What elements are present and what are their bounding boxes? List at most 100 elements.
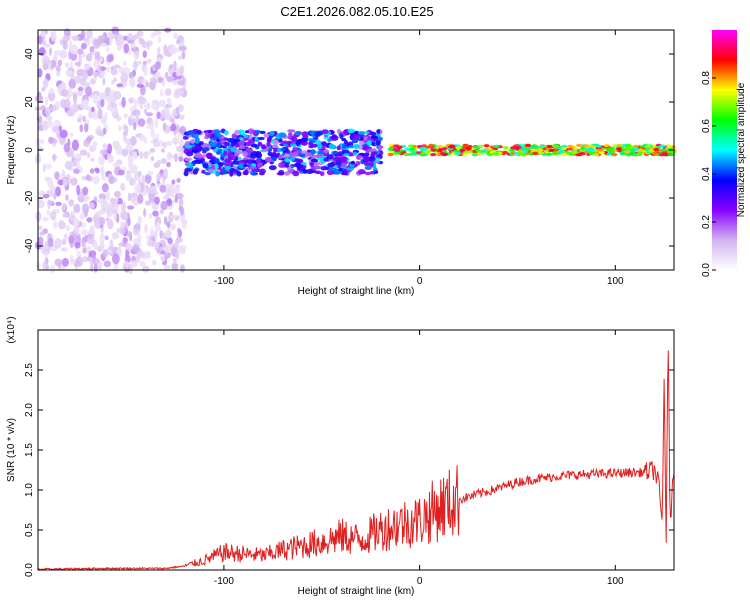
spectrogram-cell <box>160 255 166 262</box>
spectrogram-cell <box>86 136 92 143</box>
spectrogram-cell <box>120 72 129 84</box>
spectrogram-cell <box>82 256 89 263</box>
y-tick-label: 2.5 <box>24 363 35 377</box>
spectrogram-cell <box>48 88 55 94</box>
spectrogram-cell <box>205 152 213 159</box>
spectrogram-cell <box>352 151 358 156</box>
spectrogram-cell <box>95 168 100 174</box>
spectrogram-cell <box>243 164 249 168</box>
spectrogram-cell <box>616 143 623 147</box>
spectrogram-cell <box>60 82 65 90</box>
x-tick-label: 100 <box>607 576 624 587</box>
snr-y-label: SNR (10 * v/v) <box>6 418 17 482</box>
spectrogram-cell <box>113 191 121 198</box>
spectrogram-cell <box>90 262 94 273</box>
spectrogram-cell <box>73 168 80 175</box>
spectrogram-cell <box>160 148 166 153</box>
spectrogram-cell <box>62 202 66 211</box>
spectrogram-cell <box>551 151 558 156</box>
spectrogram-cell <box>122 213 128 221</box>
spectrogram-cell <box>493 144 500 148</box>
spectrogram-cell <box>135 112 139 119</box>
spectrogram-cell <box>53 192 57 200</box>
spectrogram-cell <box>82 115 86 122</box>
spectrogram-cell <box>377 145 382 151</box>
spectrogram-cell <box>53 50 62 56</box>
spectrogram-cell <box>50 265 56 274</box>
spectrogram-cell <box>150 32 156 39</box>
spectrogram-cell <box>266 136 272 143</box>
spectrogram-cell <box>244 169 249 175</box>
spectrogram-cell <box>128 158 134 168</box>
spectrogram-cell <box>376 129 381 134</box>
spectrogram-cell <box>374 157 381 162</box>
spectrogram-cell <box>90 78 96 85</box>
spectrogram-cell <box>393 144 400 148</box>
spectrogram-cell <box>151 99 159 105</box>
spectrogram-cell <box>331 134 337 139</box>
spectrogram-cell <box>121 201 126 212</box>
spectrogram-cell <box>132 244 140 253</box>
spectrogram-cell <box>92 38 101 49</box>
spectrogram-cell <box>100 42 107 47</box>
spectrogram-cell <box>560 152 567 156</box>
spectrogram-cell <box>327 162 335 168</box>
spectrogram-cell <box>167 237 173 245</box>
spectrogram-cell <box>86 29 93 39</box>
spectrogram-cell <box>64 233 68 240</box>
spectrogram-cell <box>244 130 250 134</box>
spectrogram-cell <box>166 76 174 83</box>
spectrogram-cell <box>55 71 61 77</box>
spectrogram-cell <box>593 153 600 157</box>
spectrogram-cell <box>125 261 129 270</box>
spectrogram-cell <box>143 104 151 109</box>
spectrogram-cell <box>46 120 54 128</box>
spectrogram-cell <box>143 151 149 159</box>
spectrogram-cell <box>351 134 360 140</box>
snr-series-line <box>37 350 675 571</box>
spectrogram-cell <box>588 151 595 155</box>
spectrogram-cell <box>129 177 136 186</box>
spectrogram-cell <box>79 149 88 156</box>
spectrogram-cell <box>290 143 297 147</box>
spectrogram-cell <box>156 221 161 231</box>
spectrogram-cell <box>237 140 245 146</box>
spectrogram-cell <box>367 140 372 146</box>
spectrogram-cell <box>394 148 401 153</box>
spectrogram-cell <box>157 36 162 44</box>
spectrogram-cell <box>538 151 544 155</box>
spectrogram-cell <box>35 138 42 145</box>
spectrogram-cell <box>139 104 143 110</box>
spectrogram-cell <box>92 141 98 147</box>
spectrogram-cell <box>159 184 167 193</box>
x-tick-label: 0 <box>417 276 423 287</box>
spectrogram-cell <box>50 104 57 112</box>
spectrogram-cell <box>140 97 147 105</box>
spectrogram-cell <box>133 98 137 109</box>
y-tick-label: 20 <box>24 96 35 108</box>
spectrogram-cell <box>49 184 56 193</box>
spectrogram-cell <box>152 259 157 266</box>
spectrogram-cell <box>633 144 639 148</box>
spectrogram-cell <box>339 133 344 140</box>
spectrogram-cell <box>411 152 418 156</box>
spectrogram-cell <box>201 154 208 158</box>
spectrogram-cell <box>502 146 509 150</box>
spectrogram-cell <box>184 167 193 173</box>
spectrogram-x-ticks: -100 0 100 <box>214 30 624 287</box>
spectrogram-cell <box>54 258 62 267</box>
spectrogram-cell <box>66 110 75 117</box>
spectrogram-cell <box>76 250 82 257</box>
spectrogram-cell <box>320 167 327 171</box>
snr-y-ticks: 0.0 0.5 1.0 1.5 2.0 2.5 <box>24 363 674 577</box>
spectrogram-cell <box>53 138 58 144</box>
spectrogram-cell <box>99 149 108 156</box>
spectrogram-cell <box>82 186 89 196</box>
spectrogram-cell <box>246 141 252 147</box>
spectrogram-cell <box>107 104 113 112</box>
spectrogram-cell <box>373 170 379 174</box>
spectrogram-cell <box>116 115 122 122</box>
spectrogram-cell <box>64 160 73 170</box>
spectrogram-cell <box>355 161 361 166</box>
spectrogram-cell <box>139 151 144 159</box>
